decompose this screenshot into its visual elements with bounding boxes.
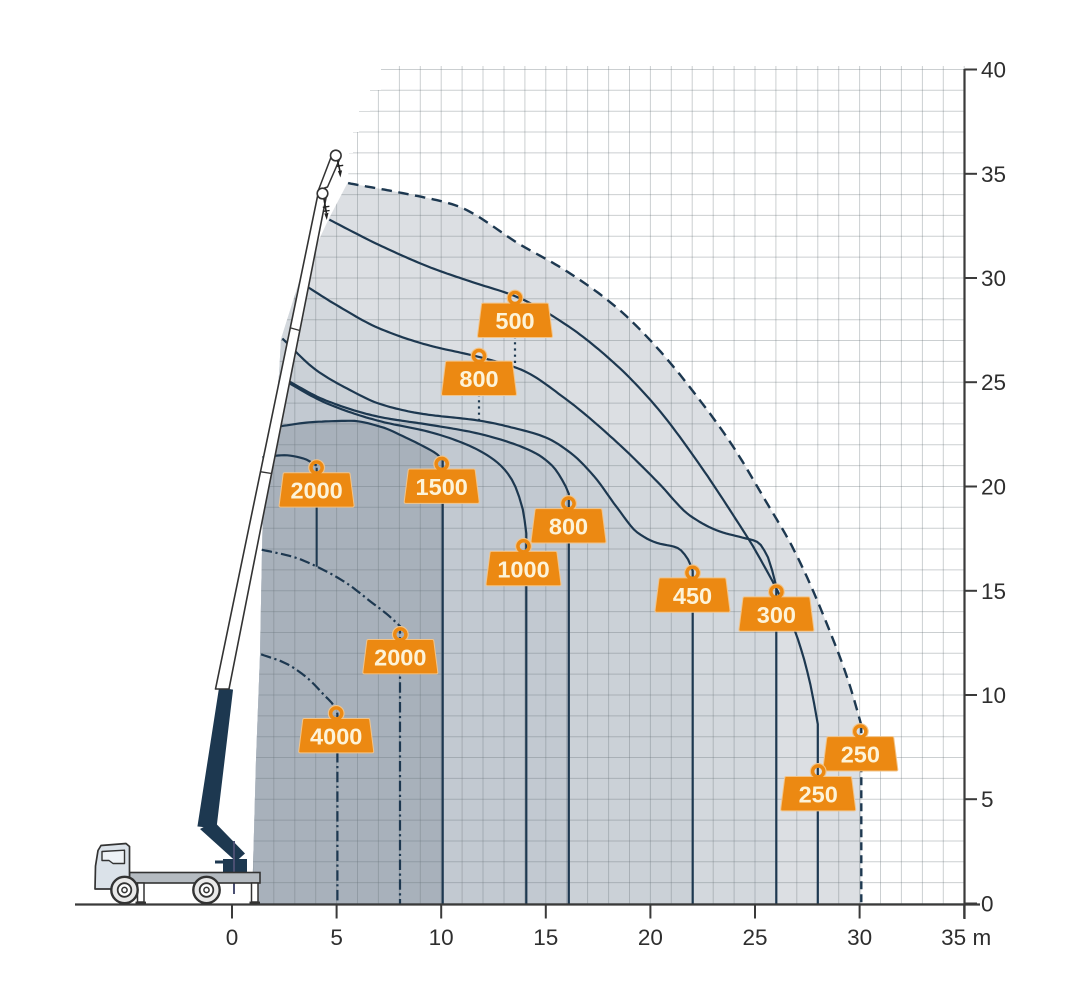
svg-text:450: 450 [673, 583, 712, 609]
svg-text:20: 20 [981, 475, 1006, 500]
svg-text:250: 250 [841, 742, 880, 768]
svg-text:15: 15 [533, 925, 558, 950]
svg-text:250: 250 [799, 781, 838, 807]
svg-text:30: 30 [847, 925, 872, 950]
svg-text:1000: 1000 [497, 556, 549, 582]
svg-text:1500: 1500 [416, 474, 468, 500]
svg-text:5: 5 [330, 925, 343, 950]
svg-text:40: 40 [981, 58, 1006, 83]
svg-text:800: 800 [549, 514, 588, 540]
svg-text:500: 500 [495, 308, 534, 334]
svg-text:4000: 4000 [310, 723, 362, 749]
svg-text:25: 25 [981, 370, 1006, 395]
svg-text:35 m: 35 m [941, 925, 991, 950]
svg-text:2000: 2000 [374, 644, 426, 670]
svg-text:15: 15 [981, 579, 1006, 604]
svg-text:10: 10 [981, 683, 1006, 708]
svg-text:300: 300 [757, 602, 796, 628]
svg-text:25: 25 [742, 925, 767, 950]
svg-text:10: 10 [429, 925, 454, 950]
svg-text:0: 0 [981, 892, 994, 917]
svg-text:35: 35 [981, 162, 1006, 187]
svg-text:0: 0 [226, 925, 239, 950]
svg-text:2000: 2000 [290, 478, 342, 504]
svg-text:20: 20 [638, 925, 663, 950]
svg-text:30: 30 [981, 266, 1006, 291]
svg-text:800: 800 [459, 366, 498, 392]
svg-text:5: 5 [981, 787, 994, 812]
